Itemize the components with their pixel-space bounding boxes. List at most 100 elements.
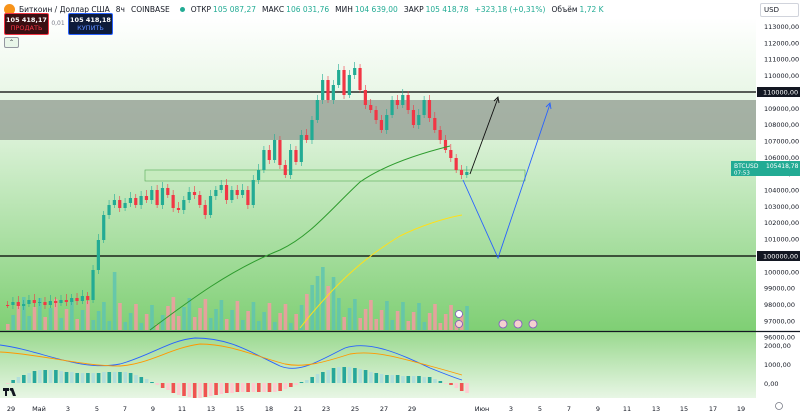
candle[interactable] — [166, 188, 170, 195]
candle[interactable] — [417, 115, 421, 125]
candle[interactable] — [427, 100, 432, 118]
sell-button[interactable]: 105 418,17 ПРОДАТЬ — [4, 13, 49, 35]
candle[interactable] — [294, 150, 298, 162]
us-flag-icon[interactable] — [498, 319, 508, 329]
candle[interactable] — [246, 190, 250, 205]
candle[interactable] — [406, 95, 410, 110]
candle[interactable] — [310, 120, 314, 140]
candle[interactable] — [86, 296, 90, 300]
candle[interactable] — [139, 196, 143, 205]
candle[interactable] — [80, 296, 84, 301]
candle[interactable] — [235, 190, 239, 195]
candle[interactable] — [16, 302, 20, 306]
candle[interactable] — [123, 203, 127, 208]
candle[interactable] — [155, 190, 159, 205]
candle[interactable] — [75, 298, 79, 301]
candle[interactable] — [342, 70, 346, 95]
candle[interactable] — [358, 68, 362, 90]
candle[interactable] — [128, 198, 133, 203]
candle[interactable] — [43, 302, 47, 305]
candle[interactable] — [134, 198, 138, 205]
us-flag-icon[interactable] — [455, 320, 463, 328]
interval[interactable]: 8ч — [115, 4, 125, 14]
candle[interactable] — [59, 300, 63, 303]
candle[interactable] — [91, 270, 95, 300]
candle[interactable] — [208, 196, 213, 215]
candle[interactable] — [267, 150, 271, 160]
candle[interactable] — [11, 302, 15, 305]
candle[interactable] — [182, 200, 186, 210]
candle[interactable] — [326, 80, 330, 100]
currency-selector[interactable]: USD — [760, 3, 799, 17]
resistance-zone[interactable] — [0, 100, 756, 140]
candle[interactable] — [459, 170, 464, 175]
candle[interactable] — [70, 298, 74, 302]
bearish-projection-path[interactable] — [462, 103, 551, 260]
support-box[interactable] — [144, 169, 526, 182]
candle[interactable] — [443, 140, 448, 150]
signal-line[interactable] — [0, 343, 463, 376]
candle[interactable] — [102, 215, 106, 240]
collapse-legend-button[interactable]: ⌃ — [4, 37, 19, 48]
candle[interactable] — [96, 240, 100, 270]
candle[interactable] — [411, 110, 416, 125]
bullish-projection-arrow[interactable] — [469, 97, 499, 175]
time-axis[interactable] — [0, 398, 800, 414]
candle[interactable] — [347, 75, 351, 95]
candle[interactable] — [219, 185, 223, 190]
reset-chart-icon[interactable] — [775, 402, 783, 410]
candle[interactable] — [289, 150, 293, 175]
candle[interactable] — [283, 165, 287, 175]
candle[interactable] — [198, 195, 202, 205]
candle[interactable] — [353, 68, 357, 75]
candle[interactable] — [112, 200, 116, 205]
event-icon[interactable] — [455, 310, 463, 318]
candle[interactable] — [107, 205, 111, 215]
candle[interactable] — [214, 190, 218, 196]
candle[interactable] — [369, 105, 373, 110]
ma-slow-line[interactable] — [149, 145, 451, 331]
candle[interactable] — [331, 85, 335, 100]
candle[interactable] — [395, 100, 400, 105]
candle[interactable] — [54, 301, 58, 303]
candle[interactable] — [118, 200, 122, 208]
candle[interactable] — [251, 180, 255, 205]
candle[interactable] — [278, 140, 282, 165]
candle[interactable] — [299, 135, 303, 162]
candle[interactable] — [187, 192, 191, 200]
candle[interactable] — [433, 118, 437, 130]
candle[interactable] — [27, 300, 31, 304]
candle[interactable] — [224, 185, 229, 200]
ma-fast-line[interactable] — [299, 214, 463, 329]
candle[interactable] — [465, 172, 469, 175]
candle[interactable] — [144, 196, 149, 200]
candle[interactable] — [48, 301, 52, 305]
symbol-legend[interactable]: Биткоин / Доллар США 8ч COINBASE ОТКР 10… — [0, 0, 756, 18]
candle[interactable] — [449, 150, 453, 158]
candle[interactable] — [64, 300, 68, 302]
buy-button[interactable]: 105 418,18 КУПИТЬ — [68, 13, 113, 35]
candle[interactable] — [390, 100, 394, 115]
candle[interactable] — [374, 110, 378, 120]
candle[interactable] — [192, 192, 197, 195]
candle[interactable] — [321, 80, 325, 100]
candle[interactable] — [315, 100, 319, 120]
candle[interactable] — [454, 158, 458, 170]
candle[interactable] — [363, 90, 367, 105]
candle[interactable] — [401, 95, 405, 105]
candle[interactable] — [230, 190, 234, 200]
candle[interactable] — [305, 135, 309, 140]
candle[interactable] — [203, 205, 207, 215]
candle[interactable] — [32, 300, 36, 303]
candle[interactable] — [240, 190, 245, 195]
tradingview-logo-icon[interactable] — [3, 388, 16, 396]
us-flag-icon[interactable] — [528, 319, 538, 329]
candle[interactable] — [6, 305, 10, 306]
candle[interactable] — [337, 70, 341, 85]
candle[interactable] — [273, 140, 277, 160]
us-flag-icon[interactable] — [513, 319, 523, 329]
candle[interactable] — [171, 195, 175, 208]
candle[interactable] — [176, 208, 181, 210]
candle[interactable] — [385, 115, 389, 130]
